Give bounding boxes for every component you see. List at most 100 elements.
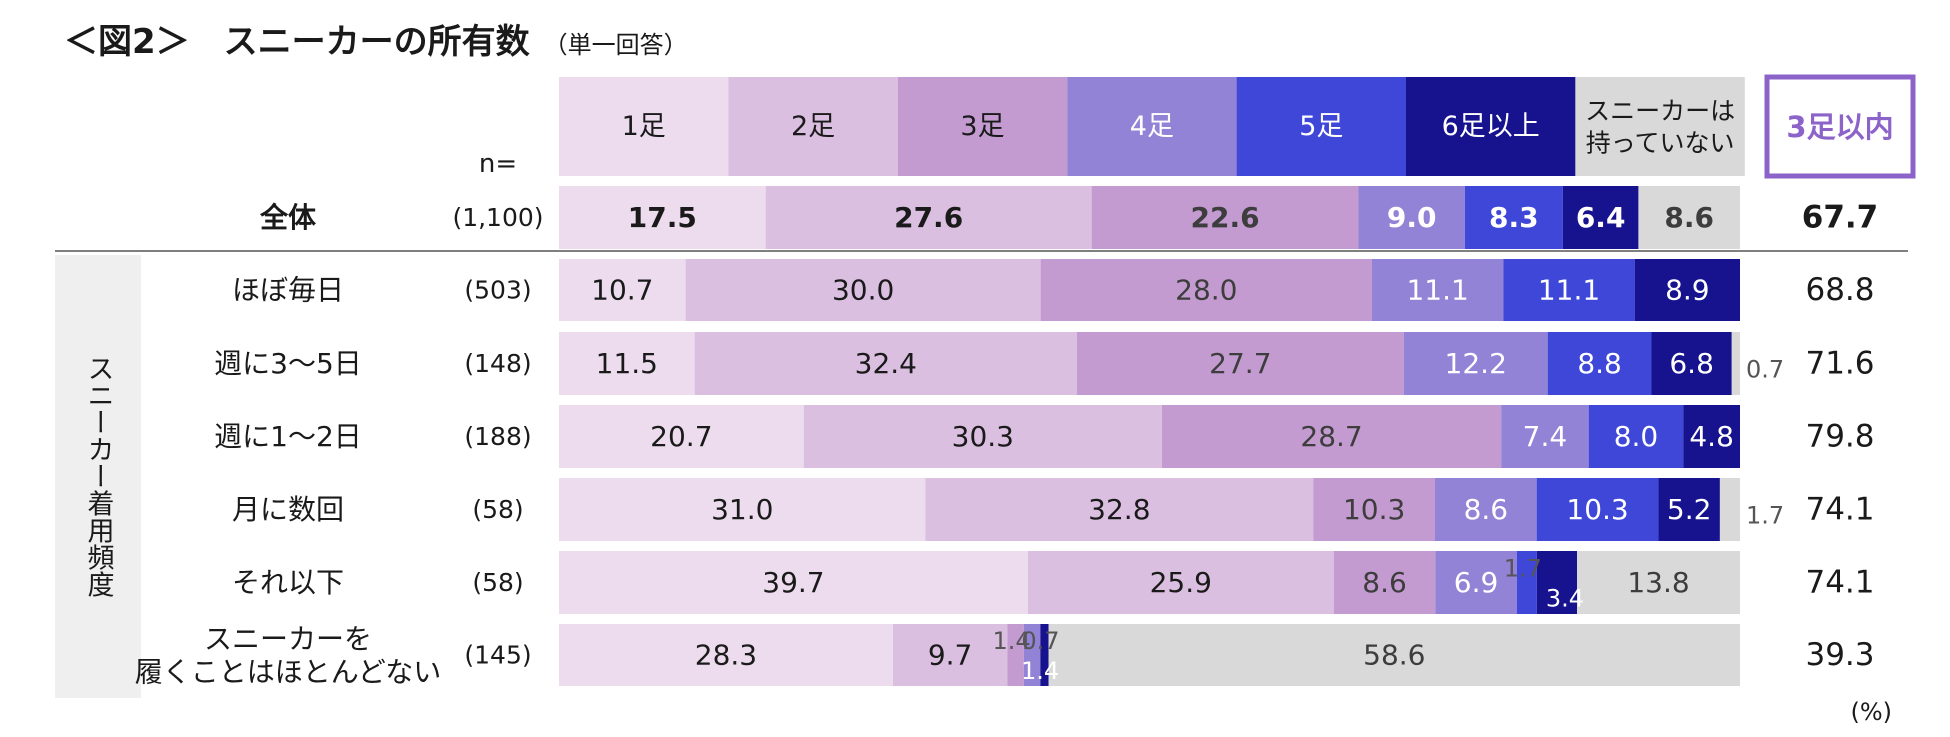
bar-segment [1683,405,1740,468]
bar-segment [1503,259,1635,321]
bar-value-label: 11.5 [596,347,658,380]
bar-value-label: 30.0 [832,274,894,307]
bar-segment [1048,624,1740,686]
row-label-line: 履くことはほとんどない [135,655,442,688]
bar-value-label: 8.6 [1362,566,1407,599]
row-summary: 74.1 [1805,565,1874,601]
bar-segment [1516,551,1537,614]
row-summary: 74.1 [1805,492,1874,528]
legend-swatch [1067,77,1237,176]
bar-value-label: 32.4 [855,347,917,380]
legend-label: 4足 [1130,111,1174,142]
bar-segment [1434,478,1537,541]
row-n: (58) [472,495,523,524]
legend-swatch [1575,77,1745,176]
row-summary: 39.3 [1805,637,1874,673]
bar-row: 週に1～2日 (188) 20.7 30.3 28.7 7.4 8.0 4.8 79.8 [214,405,1875,468]
legend: 1足 2足 3足 4足 5足 6足以上 スニーカーは持っていない n= 3足以内 [479,74,1916,179]
bar-segment [1562,186,1639,249]
bar-value-label: 13.8 [1627,566,1689,599]
bar-segment [892,624,1008,686]
bar-value-label: 31.0 [711,493,773,526]
bar-segment [685,259,1041,321]
row-label: それ以下 [232,566,344,599]
bar-value-label: 8.6 [1464,493,1509,526]
bar-value-label: 1.4 [1021,657,1059,685]
bar-segment [694,332,1077,395]
bar-segment [1501,405,1589,468]
bar-value-label: 12.2 [1445,347,1507,380]
bar-value-label: 10.3 [1566,493,1628,526]
bar-rows: 全体 (1,100) 17.5 27.6 22.6 9.0 8.3 6.4 8.6 67.7 ほぼ毎… [135,186,1878,688]
bar-value-label: 1.4 [993,627,1031,655]
bar-segment [1435,551,1517,614]
legend-swatch [728,77,898,176]
legend-label: 6足以上 [1442,111,1540,142]
bar-segment [1588,405,1684,468]
bar-value-label: 5.2 [1667,493,1712,526]
row-n: (148) [464,349,531,378]
bar-segment [1536,478,1659,541]
group-label-background [55,255,141,698]
bar-segment [1040,624,1049,686]
bar-segment [1547,332,1652,395]
bar-segment [1358,186,1465,249]
legend-swatch [1236,77,1406,176]
legend-label: 5足 [1299,111,1343,142]
bar-value-label: 9.7 [928,639,973,672]
bar-segment [1638,186,1740,249]
bar-row: スニーカーを履くことはほとんどない (145) 28.3 9.7 58.6 1.41.40… [135,622,1875,688]
bar-segment [925,478,1314,541]
row-n: (1,100) [452,203,543,232]
bar-value-label: 0.7 [1021,627,1059,655]
bar-segment [1313,478,1435,541]
bar-segment [1027,551,1334,614]
bar-value-label: 32.8 [1088,493,1150,526]
chart-subtitle: （単一回答） [543,31,688,59]
legend-label: 3足 [960,111,1004,142]
bar-value-label: 3.4 [1546,585,1584,613]
bar-segment [559,551,1028,614]
bar-value-label: 1.7 [1504,555,1542,583]
bar-value-label: 10.7 [591,274,653,307]
summary-header: 3足以内 [1786,110,1893,144]
bar-segment [1403,332,1548,395]
group-label-panel: スニーカー着用頻度 [55,255,141,698]
summary-header-box [1764,74,1916,179]
row-label-line: スニーカーを [204,622,372,655]
n-header: n= [479,149,517,179]
bar-value-label: 9.0 [1387,201,1437,234]
bar-value-label: 8.6 [1664,201,1714,234]
bar-row: ほぼ毎日 (503) 10.7 30.0 28.0 11.1 11.1 8.9 68.8 [232,259,1875,321]
bar-segment [1371,259,1504,321]
bar-value-label: 11.1 [1406,274,1468,307]
bar-segment [559,624,893,686]
legend-label: スニーカーは持っていない [1585,96,1735,157]
bar-value-label: 22.6 [1191,201,1260,234]
bar-value-label: 8.9 [1665,274,1710,307]
legend-swatch [559,77,729,176]
bar-value-label: 1.7 [1746,502,1784,530]
bar-segment [803,405,1162,468]
title-group: ＜図2＞ スニーカーの所有数 （単一回答） [64,14,688,64]
bar-value-label: 28.0 [1175,274,1237,307]
bar-segment [1731,332,1740,395]
bar-value-label: 7.4 [1523,420,1568,453]
bar-value-label: 8.3 [1489,201,1539,234]
bar-row: それ以下 (58) 39.7 25.9 8.6 6.9 13.8 1.73.4 74.1 [232,551,1875,614]
bar-value-label: 27.7 [1209,347,1271,380]
legend-label-line: スニーカーは [1585,96,1735,125]
bar-segment [1023,624,1041,686]
bar-value-label: 4.8 [1689,420,1734,453]
legend-swatch [1406,77,1576,176]
row-summary: 68.8 [1805,272,1874,308]
bar-value-label: 6.4 [1576,201,1626,234]
bar-value-label: 6.9 [1454,566,1499,599]
bar-value-label: 28.7 [1300,420,1362,453]
row-n: (58) [472,568,523,597]
bar-segment [1577,551,1740,614]
bar-segment [1040,259,1372,321]
bar-segment [559,478,926,541]
bar-segment [1076,332,1404,395]
legend-label-line: 持っていない [1586,128,1735,157]
